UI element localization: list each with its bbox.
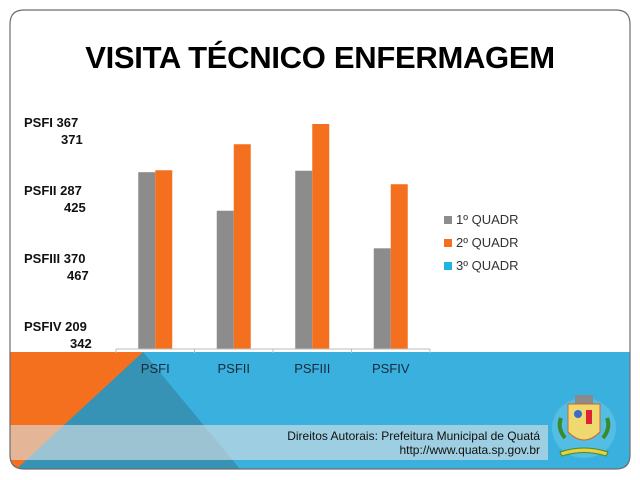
footer-copyright: Direitos Autorais: Prefeitura Municipal … <box>287 429 540 443</box>
coat-of-arms-logo <box>552 395 616 458</box>
side-label-line2: 467 <box>67 268 89 283</box>
footer-bar <box>10 425 548 460</box>
side-label-line2: 371 <box>61 132 83 147</box>
legend-item-2: 2º QUADR <box>444 231 519 254</box>
legend-label-3: 3º QUADR <box>456 258 519 273</box>
legend-label-2: 2º QUADR <box>456 235 519 250</box>
side-label-line2: 425 <box>64 200 86 215</box>
legend-item-1: 1º QUADR <box>444 208 519 231</box>
chart-legend: 1º QUADR 2º QUADR 3º QUADR <box>444 208 519 277</box>
legend-label-1: 1º QUADR <box>456 212 519 227</box>
slide-title: VISITA TÉCNICO ENFERMAGEM <box>85 40 555 75</box>
side-label-psfiv: PSFIV 209 342 <box>24 318 92 352</box>
legend-item-3: 3º QUADR <box>444 254 519 277</box>
footer-credits: Direitos Autorais: Prefeitura Municipal … <box>287 429 540 457</box>
slide-frame <box>9 9 631 470</box>
legend-swatch-2 <box>444 238 452 247</box>
side-label-psfi: PSFI 367 371 <box>24 114 83 148</box>
side-label-line2: 342 <box>70 336 92 351</box>
side-label-line1: PSFI 367 <box>24 115 79 130</box>
side-label-line1: PSFII 287 <box>24 183 82 198</box>
footer-url[interactable]: http://www.quata.sp.gov.br <box>399 443 540 457</box>
side-label-psfiii: PSFIII 370 467 <box>24 250 89 284</box>
side-label-psfii: PSFII 287 425 <box>24 182 86 216</box>
side-label-line1: PSFIII 370 <box>24 251 86 266</box>
side-label-line1: PSFIV 209 <box>24 319 87 334</box>
legend-swatch-3 <box>444 261 452 270</box>
legend-swatch-1 <box>444 215 452 224</box>
